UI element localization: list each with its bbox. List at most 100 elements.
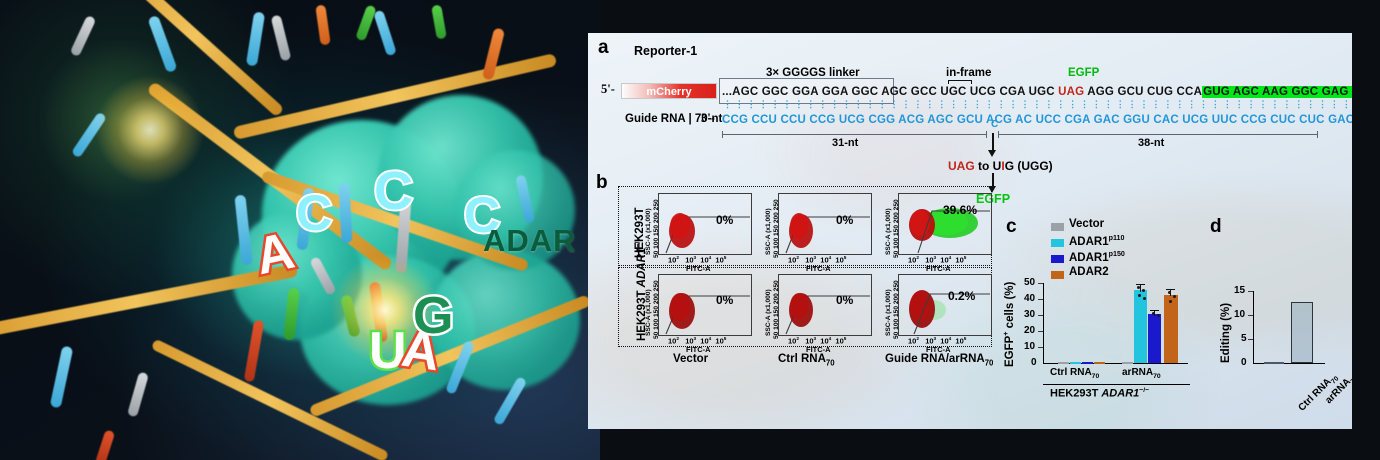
flow-x-title-r1c1: FITC-A: [686, 264, 711, 273]
panel-d-ytick-15: 15: [1234, 285, 1246, 296]
egfp-result-label: EGFP: [976, 192, 1011, 206]
col-label-guide-arrna: Guide RNA/arRNA70: [885, 353, 994, 368]
flow-gate-r2c3: [909, 290, 990, 335]
panel-c-ytick-10: 10: [1024, 341, 1036, 352]
legend-swatch-adar1p110: [1051, 239, 1064, 247]
panel-d-tick-10: [1248, 315, 1253, 317]
linker-outline-box: [719, 78, 894, 104]
conversion-to: to U: [974, 159, 1002, 173]
nucleotide-letter-c-3: C: [462, 187, 502, 243]
datapoint-c-adar1p110-2: [1142, 289, 1146, 293]
adar-protein-label: ADAR: [483, 223, 577, 258]
base-rod-gray-3: [126, 371, 150, 418]
panel-d-ytick-10: 10: [1234, 309, 1246, 320]
datapoint-c-adar1p110-3: [1138, 294, 1142, 298]
errorcap-c-adar1p150: [1150, 310, 1159, 312]
base-rod-cyan-11: [373, 9, 397, 57]
legend-label-adar1p110: ADAR1p110: [1069, 234, 1125, 248]
datapoint-c-adar2-1: [1168, 291, 1172, 295]
panel-c-footer-label: HEK293T ADAR1−/−: [1050, 387, 1150, 400]
flow-x-ticks-r2c3: 102 103 104 105: [908, 336, 967, 346]
panel-label-d: d: [1210, 216, 1222, 237]
panel-c-xlabel-arrna: arRNA70: [1122, 367, 1161, 380]
flow-x-ticks-r1c2: 102 103 104 105: [788, 255, 847, 265]
legend-label-adar1p150: ADAR1p150: [1069, 250, 1125, 264]
datapoint-c-adar1p110-4: [1143, 297, 1147, 301]
panel-d-y-axis: [1253, 291, 1255, 364]
flow-y-title-r2c3: SSC-A (x1,000): [885, 289, 892, 336]
guide-seq-left: CCG CCU CCU CCG UCG CGG ACG AGC GCU ACG …: [722, 114, 1024, 126]
bar-c-ctrl-adar2: [1094, 362, 1105, 364]
errorbar-c-adar1p110: [1140, 284, 1142, 292]
base-rod-cyan-3: [245, 11, 266, 67]
panel-c-x-axis: [1043, 363, 1188, 365]
conversion-ugg: G (UGG): [1004, 159, 1053, 173]
datapoint-c-adar2-2: [1173, 295, 1177, 299]
base-rod-green-4: [431, 4, 447, 40]
panel-c-y-title: EGFP+ cells (%): [1002, 281, 1016, 367]
bar-d-ctrl: [1264, 362, 1284, 364]
guide-seq-right: C UCC CGA GAC GGU CAC UCG UUC CCG CUC CU…: [1023, 114, 1352, 126]
seq-egfp-highlight: GUG AGC AAG GGC GAG GAG CUG UUC ACC: [1202, 86, 1352, 98]
flow-x-ticks-r2c1: 102 103 104 105: [668, 336, 727, 346]
panel-c-ytick-0: 0: [1031, 357, 1037, 368]
conversion-arrow-1: [989, 133, 996, 157]
five-prime-label: 5'-: [601, 82, 615, 96]
flow-gate-r1c1: [665, 213, 750, 254]
bar-c-ctrl-adar1p150: [1082, 362, 1093, 364]
panel-d-x-axis: [1253, 363, 1325, 365]
panel-c-footer-rule: [1043, 384, 1190, 386]
bar-c-arrna-vector: [1122, 362, 1133, 364]
panel-c-tick-20: [1038, 331, 1043, 333]
panel-c-tick-10: [1038, 347, 1043, 349]
panel-label-a: a: [598, 37, 609, 58]
right-span-label: 38-nt: [1138, 137, 1165, 149]
flow-x-title-r2c1: FITC-A: [686, 345, 711, 354]
bar-c-arrna-adar1p150: [1148, 314, 1161, 363]
flow-y-title-r2c1: SSC-A (x1,000): [645, 289, 652, 336]
panel-d-ytick-5: 5: [1241, 333, 1247, 344]
flow-x-title-r1c3: FITC-A: [926, 264, 951, 273]
flow-gate-r2c2: [785, 293, 870, 335]
linker-label: 3× GGGGS linker: [766, 67, 860, 79]
seq-stop-codon: UAG: [1058, 86, 1085, 98]
nucleotide-letter-c-2: C: [372, 161, 415, 221]
seq-mid2: AGG GCU CUG CCA: [1087, 86, 1203, 98]
legend-label-vector: Vector: [1069, 218, 1105, 230]
base-rod-red-3: [94, 429, 116, 460]
flow-x-ticks-r1c3: 102 103 104 105: [908, 255, 967, 265]
panel-c-tick-50: [1038, 283, 1043, 285]
panel-d-tick-15: [1248, 291, 1253, 293]
reporter-top-strand: ...AGC GGC GGA GGA GGC AGC GCC UGC UCG C…: [722, 84, 1352, 99]
seq-linker: GGC GGA GGA GGC AGC: [761, 86, 908, 98]
guide-rna-label: Guide RNA | 70-nt: [625, 113, 723, 125]
catalytic-flare-main: [330, 255, 440, 365]
nucleotide-letter-g: G: [410, 287, 456, 345]
mismatch-cytidine: C: [991, 119, 999, 130]
flow-x-title-r2c3: FITC-A: [926, 345, 951, 354]
bar-c-ctrl-adar1p110: [1070, 362, 1081, 364]
panel-c-tick-40: [1038, 299, 1043, 301]
legend-label-adar2: ADAR2: [1069, 266, 1109, 278]
inframe-label: in-frame: [946, 67, 992, 79]
legend-swatch-adar2: [1051, 271, 1064, 279]
panel-c-ytick-50: 50: [1024, 277, 1036, 288]
col-label-ctrl-rna: Ctrl RNA70: [778, 353, 835, 368]
flow-x-title-r2c2: FITC-A: [806, 345, 831, 354]
errorcap-c-adar1p110: [1136, 284, 1145, 286]
panel-label-b: b: [596, 172, 608, 193]
flow-y-title-r1c3: SSC-A (x1,000): [885, 208, 892, 255]
mcherry-box: mCherry: [621, 83, 717, 99]
conversion-uag: UAG: [948, 159, 975, 173]
flow-pct-r1c1: 0%: [716, 213, 734, 227]
figure-panel: a Reporter-1 3× GGGGS linker in-frame EG…: [588, 33, 1352, 429]
panel-label-c: c: [1006, 216, 1017, 237]
datapoint-c-adar1p110-1: [1137, 286, 1141, 290]
flow-y-title-r2c2: SSC-A (x1,000): [765, 289, 772, 336]
panel-c-ytick-40: 40: [1024, 293, 1036, 304]
flow-y-title-r1c1: SSC-A (x1,000): [645, 208, 652, 255]
bar-c-arrna-adar1p110: [1134, 290, 1147, 363]
left-span-label: 31-nt: [832, 137, 859, 149]
panel-d-ytick-0: 0: [1241, 357, 1247, 368]
base-rod-green-3: [355, 4, 377, 42]
